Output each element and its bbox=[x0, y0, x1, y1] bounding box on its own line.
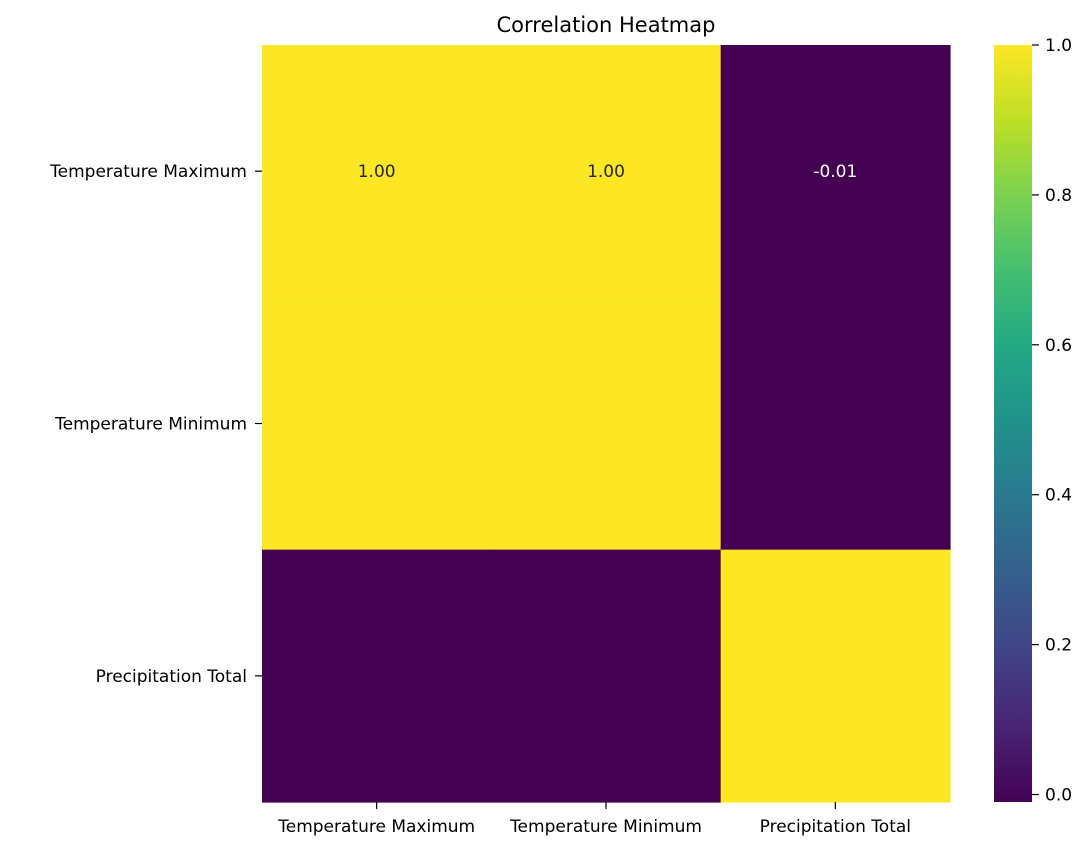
colorbar-gradient bbox=[994, 45, 1032, 802]
y-tick-label: Temperature Minimum bbox=[54, 415, 247, 435]
y-tick-label: Precipitation Total bbox=[96, 667, 247, 687]
heatmap-cell bbox=[491, 549, 722, 803]
colorbar-tick-label: 0.8 bbox=[1045, 186, 1072, 206]
heatmap-cells bbox=[262, 45, 951, 803]
chart-title: Correlation Heatmap bbox=[497, 13, 716, 37]
y-axis: Temperature Maximum Temperature Minimum Pr… bbox=[49, 162, 262, 687]
cell-annotation: 1.00 bbox=[587, 162, 625, 182]
x-tick-label: Precipitation Total bbox=[760, 817, 911, 837]
colorbar-tick-label: 0.6 bbox=[1045, 336, 1072, 356]
colorbar-tick-label: 1.0 bbox=[1045, 36, 1072, 56]
heatmap-cell bbox=[262, 297, 492, 551]
colorbar-tick-label: 0.2 bbox=[1045, 636, 1072, 656]
x-tick-label: Temperature Minimum bbox=[509, 817, 702, 837]
heatmap-cell bbox=[262, 549, 492, 803]
heatmap-cell bbox=[491, 297, 722, 551]
colorbar-tick-label: 0.4 bbox=[1045, 486, 1072, 506]
x-tick-label: Temperature Maximum bbox=[277, 817, 475, 837]
colorbar-tick-label: 0.0 bbox=[1045, 786, 1072, 806]
cell-annotations: 1.00 1.00 -0.01 bbox=[358, 162, 858, 182]
cell-annotation: -0.01 bbox=[813, 162, 857, 182]
heatmap-cell bbox=[262, 45, 492, 298]
x-axis: Temperature Maximum Temperature Minimum Pr… bbox=[277, 802, 911, 837]
heatmap-cell bbox=[720, 549, 951, 803]
heatmap-cell bbox=[720, 45, 951, 298]
colorbar bbox=[994, 45, 1032, 802]
heatmap-cell bbox=[720, 297, 951, 551]
cell-annotation: 1.00 bbox=[358, 162, 396, 182]
heatmap-cell bbox=[491, 45, 722, 298]
colorbar-ticks: 0.0 0.2 0.4 0.6 0.8 1.0 bbox=[1032, 36, 1072, 806]
y-tick-label: Temperature Maximum bbox=[49, 162, 247, 182]
